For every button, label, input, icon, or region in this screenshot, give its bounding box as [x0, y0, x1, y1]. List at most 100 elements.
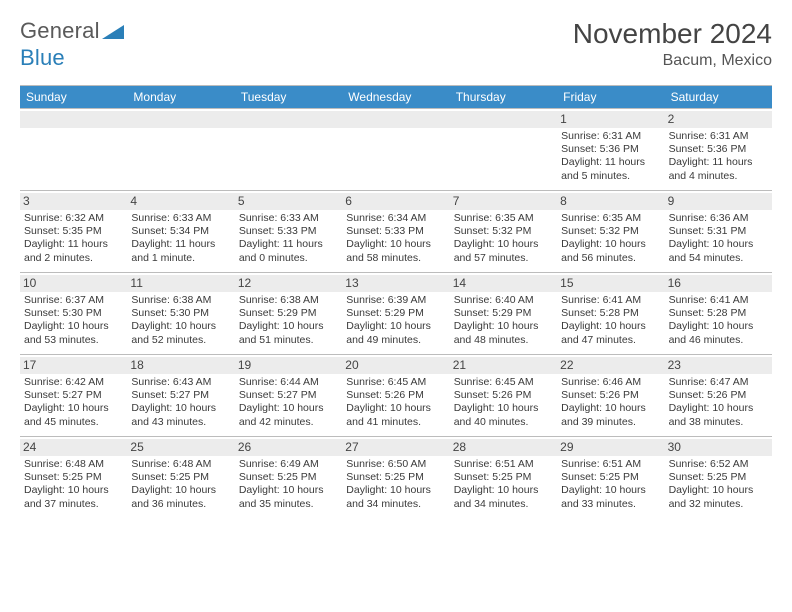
daylight-text: Daylight: 10 hours and 51 minutes. [239, 320, 338, 346]
daylight-text: Daylight: 11 hours and 5 minutes. [561, 156, 660, 182]
sunset-text: Sunset: 5:28 PM [561, 307, 660, 320]
day-number: 15 [557, 275, 664, 292]
logo-word1: General [20, 18, 100, 43]
sunset-text: Sunset: 5:36 PM [669, 143, 768, 156]
day-number-blank [342, 111, 449, 128]
sunrise-text: Sunrise: 6:48 AM [24, 458, 123, 471]
daylight-text: Daylight: 10 hours and 33 minutes. [561, 484, 660, 510]
sunset-text: Sunset: 5:32 PM [454, 225, 553, 238]
daylight-text: Daylight: 10 hours and 53 minutes. [24, 320, 123, 346]
calendar-cell: 10Sunrise: 6:37 AMSunset: 5:30 PMDayligh… [20, 272, 127, 354]
sunrise-text: Sunrise: 6:38 AM [239, 294, 338, 307]
sunset-text: Sunset: 5:25 PM [454, 471, 553, 484]
sunrise-text: Sunrise: 6:45 AM [346, 376, 445, 389]
sunrise-text: Sunrise: 6:31 AM [669, 130, 768, 143]
sunset-text: Sunset: 5:36 PM [561, 143, 660, 156]
sunrise-text: Sunrise: 6:49 AM [239, 458, 338, 471]
sunrise-text: Sunrise: 6:48 AM [131, 458, 230, 471]
calendar-cell: 23Sunrise: 6:47 AMSunset: 5:26 PMDayligh… [665, 354, 772, 436]
day-header: Saturday [665, 86, 772, 108]
daylight-text: Daylight: 10 hours and 34 minutes. [454, 484, 553, 510]
sunrise-text: Sunrise: 6:37 AM [24, 294, 123, 307]
sunrise-text: Sunrise: 6:42 AM [24, 376, 123, 389]
calendar-cell: 18Sunrise: 6:43 AMSunset: 5:27 PMDayligh… [127, 354, 234, 436]
day-header: Thursday [450, 86, 557, 108]
sunrise-text: Sunrise: 6:52 AM [669, 458, 768, 471]
sunrise-text: Sunrise: 6:35 AM [561, 212, 660, 225]
daylight-text: Daylight: 10 hours and 40 minutes. [454, 402, 553, 428]
day-number: 9 [665, 193, 772, 210]
day-header: Wednesday [342, 86, 449, 108]
day-number: 11 [127, 275, 234, 292]
calendar-cell-blank [342, 108, 449, 190]
sunset-text: Sunset: 5:31 PM [669, 225, 768, 238]
day-number: 28 [450, 439, 557, 456]
day-number: 18 [127, 357, 234, 374]
calendar-cell: 24Sunrise: 6:48 AMSunset: 5:25 PMDayligh… [20, 436, 127, 518]
sunset-text: Sunset: 5:34 PM [131, 225, 230, 238]
day-number: 26 [235, 439, 342, 456]
calendar-cell: 16Sunrise: 6:41 AMSunset: 5:28 PMDayligh… [665, 272, 772, 354]
calendar-cell: 11Sunrise: 6:38 AMSunset: 5:30 PMDayligh… [127, 272, 234, 354]
day-number: 21 [450, 357, 557, 374]
sunset-text: Sunset: 5:27 PM [239, 389, 338, 402]
daylight-text: Daylight: 10 hours and 45 minutes. [24, 402, 123, 428]
calendar-cell: 27Sunrise: 6:50 AMSunset: 5:25 PMDayligh… [342, 436, 449, 518]
daylight-text: Daylight: 10 hours and 34 minutes. [346, 484, 445, 510]
sunrise-text: Sunrise: 6:31 AM [561, 130, 660, 143]
calendar-cell: 21 Sunrise: 6:45 AMSunset: 5:26 PMDayligh… [450, 354, 557, 436]
sunrise-text: Sunrise: 6:50 AM [346, 458, 445, 471]
month-title: November 2024 [573, 18, 772, 50]
sunset-text: Sunset: 5:27 PM [131, 389, 230, 402]
sunset-text: Sunset: 5:33 PM [239, 225, 338, 238]
sunset-text: Sunset: 5:26 PM [454, 389, 553, 402]
calendar-cell: 28 Sunrise: 6:51 AMSunset: 5:25 PMDayligh… [450, 436, 557, 518]
calendar-cell: 17Sunrise: 6:42 AMSunset: 5:27 PMDayligh… [20, 354, 127, 436]
day-number-blank [235, 111, 342, 128]
logo-word2: Blue [20, 45, 65, 70]
daylight-text: Daylight: 10 hours and 54 minutes. [669, 238, 768, 264]
sunrise-text: Sunrise: 6:51 AM [454, 458, 553, 471]
title-block: November 2024 Bacum, Mexico [573, 18, 772, 70]
day-number: 3 [20, 193, 127, 210]
daylight-text: Daylight: 11 hours and 4 minutes. [669, 156, 768, 182]
day-number: 22 [557, 357, 664, 374]
day-header: Tuesday [235, 86, 342, 108]
sunrise-text: Sunrise: 6:33 AM [239, 212, 338, 225]
sunrise-text: Sunrise: 6:44 AM [239, 376, 338, 389]
calendar-cell: 19Sunrise: 6:44 AMSunset: 5:27 PMDayligh… [235, 354, 342, 436]
sunset-text: Sunset: 5:29 PM [454, 307, 553, 320]
sunset-text: Sunset: 5:28 PM [669, 307, 768, 320]
sunrise-text: Sunrise: 6:45 AM [454, 376, 553, 389]
sunrise-text: Sunrise: 6:46 AM [561, 376, 660, 389]
sunset-text: Sunset: 5:32 PM [561, 225, 660, 238]
calendar-cell: 26Sunrise: 6:49 AMSunset: 5:25 PMDayligh… [235, 436, 342, 518]
day-number: 8 [557, 193, 664, 210]
calendar-cell: 5Sunrise: 6:33 AMSunset: 5:33 PMDaylight… [235, 190, 342, 272]
daylight-text: Daylight: 11 hours and 1 minute. [131, 238, 230, 264]
daylight-text: Daylight: 10 hours and 32 minutes. [669, 484, 768, 510]
calendar-cell: 1Sunrise: 6:31 AMSunset: 5:36 PMDaylight… [557, 108, 664, 190]
sunset-text: Sunset: 5:27 PM [24, 389, 123, 402]
day-number: 10 [20, 275, 127, 292]
sunrise-text: Sunrise: 6:38 AM [131, 294, 230, 307]
calendar-cell: 9Sunrise: 6:36 AMSunset: 5:31 PMDaylight… [665, 190, 772, 272]
daylight-text: Daylight: 10 hours and 38 minutes. [669, 402, 768, 428]
daylight-text: Daylight: 11 hours and 0 minutes. [239, 238, 338, 264]
day-number: 19 [235, 357, 342, 374]
calendar-cell: 13Sunrise: 6:39 AMSunset: 5:29 PMDayligh… [342, 272, 449, 354]
calendar-cell-blank [450, 108, 557, 190]
daylight-text: Daylight: 10 hours and 39 minutes. [561, 402, 660, 428]
day-number: 23 [665, 357, 772, 374]
day-header: Monday [127, 86, 234, 108]
day-number: 6 [342, 193, 449, 210]
sunset-text: Sunset: 5:25 PM [346, 471, 445, 484]
daylight-text: Daylight: 10 hours and 36 minutes. [131, 484, 230, 510]
sunrise-text: Sunrise: 6:35 AM [454, 212, 553, 225]
daylight-text: Daylight: 11 hours and 2 minutes. [24, 238, 123, 264]
sunrise-text: Sunrise: 6:47 AM [669, 376, 768, 389]
day-number-blank [20, 111, 127, 128]
logo: General Blue [20, 18, 124, 71]
sunrise-text: Sunrise: 6:40 AM [454, 294, 553, 307]
sunset-text: Sunset: 5:26 PM [346, 389, 445, 402]
